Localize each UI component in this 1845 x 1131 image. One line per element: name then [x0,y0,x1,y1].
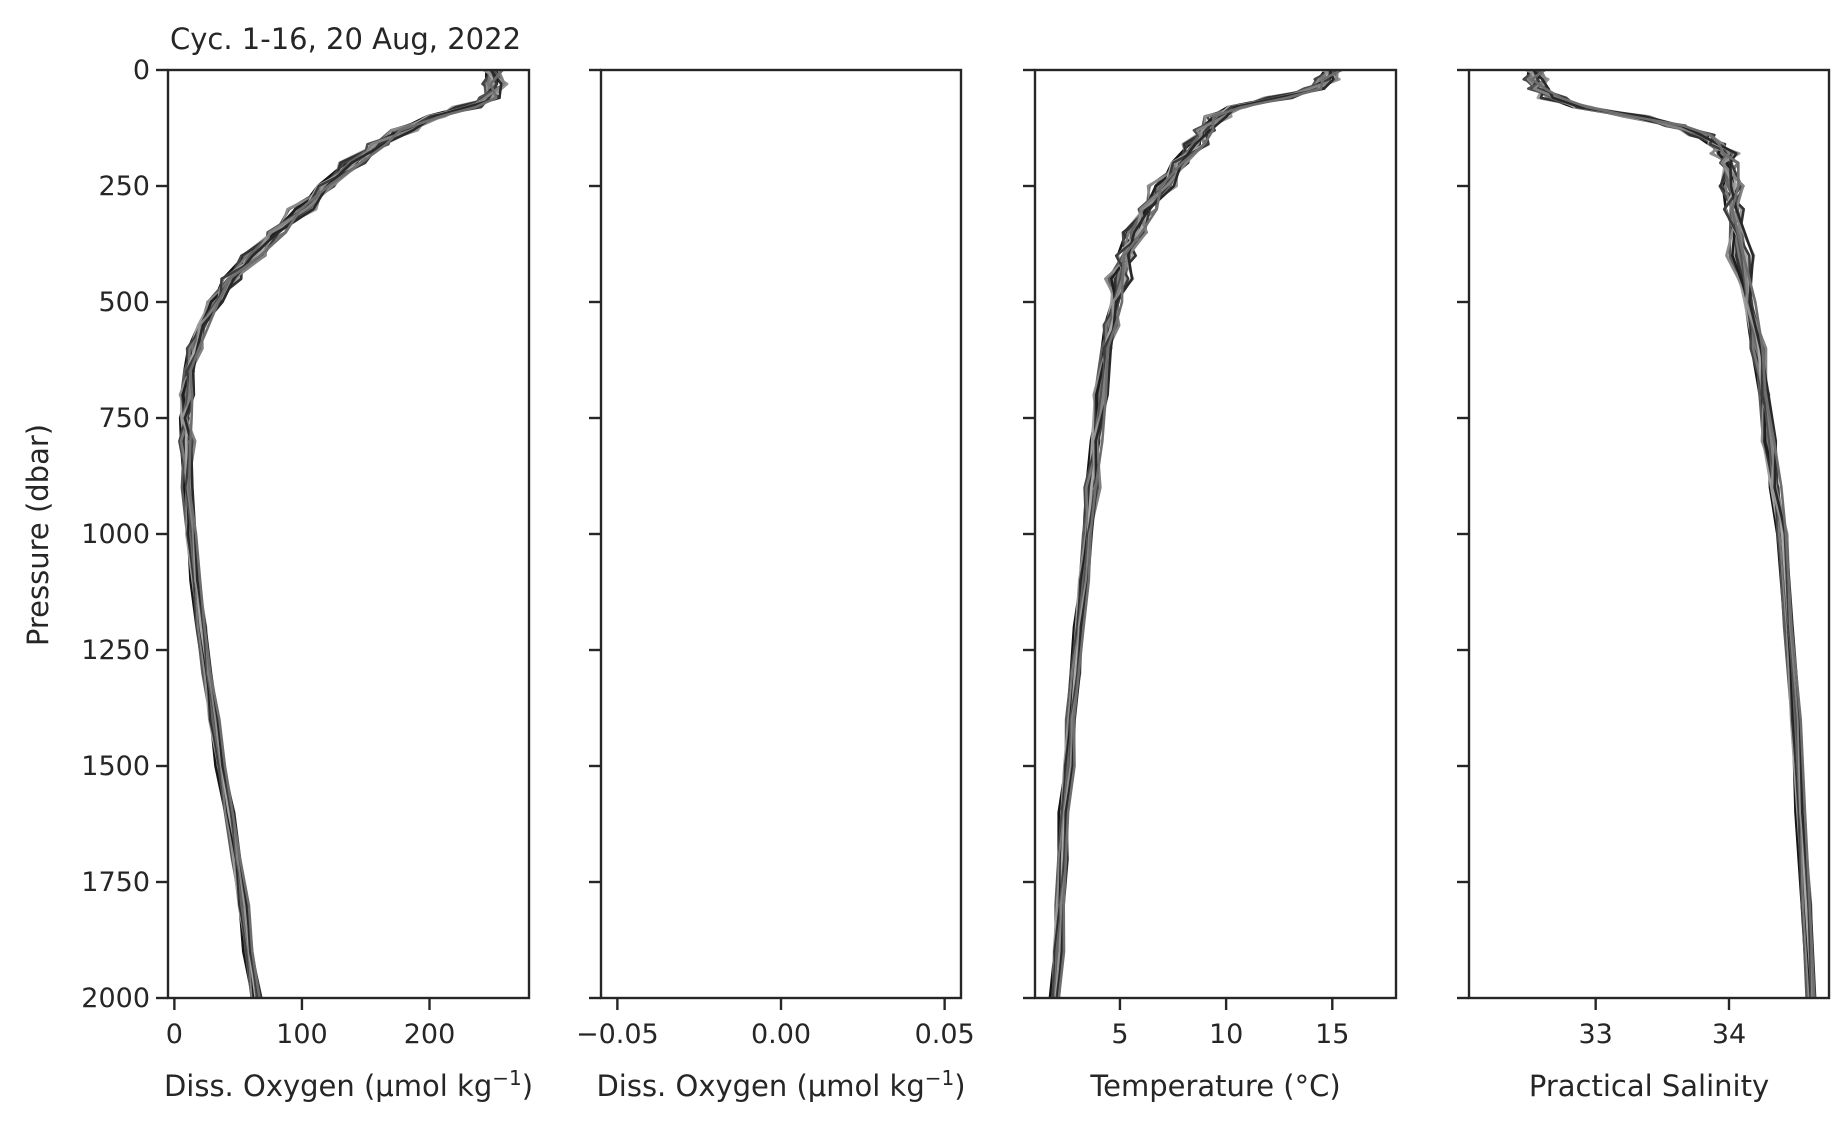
axes-frame [1467,68,1831,1000]
x-axis-label: Diss. Oxygen (μmol kg−1) [164,1066,533,1103]
profile-line-5 [178,70,504,998]
panel-4: 33 34 Practical Salinity [1457,68,1831,1103]
x-tick-label: 34 [1712,1019,1746,1050]
profile-line-8 [181,70,499,998]
profile-line-10 [1528,70,1814,998]
profile-line-2 [180,70,502,998]
profile-line-13 [1532,70,1814,998]
profile-line-5 [1526,70,1811,998]
profile-line-5 [1054,70,1343,998]
profile-line-4 [1051,70,1333,998]
profile-line-7 [1527,70,1814,998]
panel-3: 5 10 15 Temperature (°C) [1023,68,1398,1103]
profile-line-14 [1532,70,1814,998]
y-tick-label: 1000 [81,519,150,550]
profile-line-6 [1053,70,1333,998]
profile-line-11 [1056,70,1339,998]
profile-line-9 [1526,70,1815,998]
profile-line-8 [1530,70,1813,998]
profile-line-7 [1053,70,1331,998]
x-tick-label: 5 [1111,1019,1128,1050]
profile-line-6 [1533,70,1814,998]
profile-line-16 [1057,70,1342,998]
profile-line-9 [1055,70,1338,998]
axes-frame [166,68,531,1000]
profile-line-16 [187,70,504,998]
profile-lines [1048,70,1343,998]
panel-1: 0 250 500 750 1000 1250 1500 1750 2000 0 100 200 Dis… [81,55,533,1103]
x-tick-label: −0.05 [576,1019,659,1050]
y-tick-label: 1750 [81,867,150,898]
x-tick-label: 0.00 [751,1019,811,1050]
profile-line-8 [1056,70,1338,998]
x-axis-label: Practical Salinity [1529,1069,1769,1103]
y-axis-label: Pressure (dbar) [21,424,55,646]
x-tick-label: 100 [276,1019,328,1050]
y-tick-label: 750 [98,403,150,434]
x-axis-label: Temperature (°C) [1089,1069,1340,1103]
x-tick-label: 10 [1209,1019,1243,1050]
profile-line-3 [1052,70,1335,998]
y-tick-label: 500 [98,287,150,318]
axes-frame [599,68,963,1000]
y-tick-label: 1250 [81,635,150,666]
y-tick-label: 1500 [81,751,150,782]
profile-line-7 [179,70,497,998]
profile-line-15 [1056,70,1335,998]
profile-line-1 [1526,70,1809,998]
profile-line-16 [1530,70,1816,998]
profile-line-12 [1525,70,1815,998]
profile-line-6 [181,70,498,998]
x-tick-label: 0.05 [915,1019,975,1050]
profile-line-14 [1057,70,1339,998]
profile-line-12 [1055,70,1341,998]
profile-line-2 [1051,70,1340,998]
x-tick-label: 0 [166,1019,183,1050]
profile-line-3 [180,70,496,998]
panel-2: −0.05 0.00 0.05 Diss. Oxygen (μmol kg−1) [576,68,975,1103]
profile-line-1 [178,70,496,998]
profile-line-15 [1532,70,1817,998]
profile-line-10 [1054,70,1330,998]
profile-lines [1522,70,1817,998]
panels: 0 250 500 750 1000 1250 1500 1750 2000 0 100 200 Dis… [81,55,1831,1103]
y-tick-label: 250 [98,171,150,202]
x-axis-label: Diss. Oxygen (μmol kg−1) [596,1066,965,1103]
chart-title: Cyc. 1-16, 20 Aug, 2022 [170,22,521,56]
y-tick-label: 2000 [81,983,150,1014]
profile-line-13 [1055,70,1332,998]
x-tick-label: 33 [1578,1019,1612,1050]
profile-line-3 [1532,70,1811,998]
profile-line-4 [178,70,501,998]
profile-line-11 [1527,70,1813,998]
profile-line-2 [1524,70,1808,998]
x-tick-label: 15 [1315,1019,1349,1050]
x-tick-label: 200 [404,1019,456,1050]
y-tick-label: 0 [133,55,150,86]
profile-line-4 [1522,70,1812,998]
profile-lines [178,70,509,998]
